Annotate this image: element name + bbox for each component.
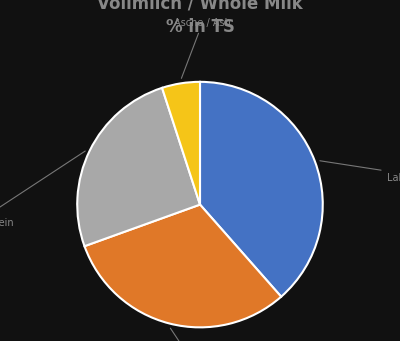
Wedge shape [162, 82, 200, 205]
Text: Fett / Fat: Fett / Fat [170, 328, 234, 341]
Wedge shape [77, 88, 200, 246]
Text: Asche / Ash: Asche / Ash [174, 18, 231, 78]
Wedge shape [84, 205, 281, 327]
Title: Vollmilch / Whole Milk
% in TS: Vollmilch / Whole Milk % in TS [97, 0, 303, 36]
Text: Eiweiß / Protein: Eiweiß / Protein [0, 151, 85, 228]
Text: Laktose / Lactose: Laktose / Lactose [320, 161, 400, 182]
Wedge shape [200, 82, 323, 297]
